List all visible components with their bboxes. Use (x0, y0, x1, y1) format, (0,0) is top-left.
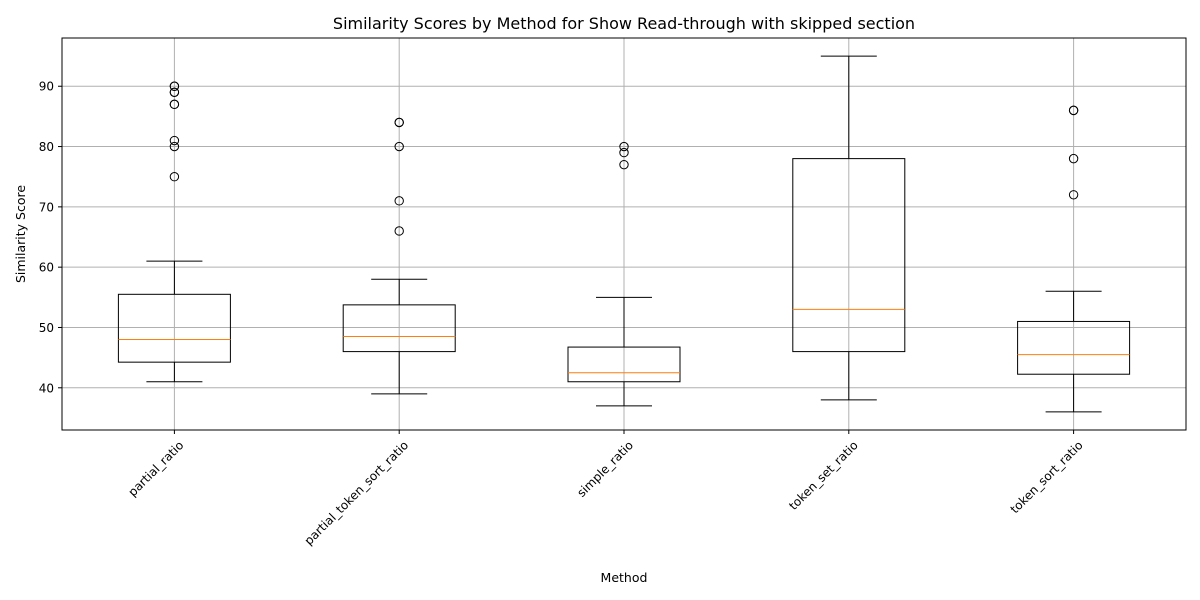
box-layer (117, 55, 1131, 413)
outlier-point (1068, 105, 1079, 116)
outlier-point (394, 226, 404, 236)
outlier-point (169, 81, 180, 91)
outlier-point (169, 99, 180, 110)
box-group-simple_ratio (567, 141, 681, 407)
y-tick-label: 40 (39, 381, 54, 395)
x-axis-title: Method (601, 570, 648, 585)
y-tick-label: 50 (39, 321, 54, 335)
y-tick-label: 70 (39, 200, 54, 214)
outlier-point (619, 147, 629, 158)
outlier-point (169, 135, 180, 146)
y-tick-label: 80 (39, 140, 54, 154)
outlier-point (619, 141, 629, 152)
outlier-point (394, 141, 404, 152)
iqr-box (567, 346, 681, 383)
iqr-box (792, 158, 906, 353)
outlier-point (169, 172, 180, 182)
outlier-point (169, 87, 180, 97)
box-group-token_sort_ratio (1017, 105, 1131, 413)
outlier-point (169, 141, 180, 152)
y-tick-label: 60 (39, 261, 54, 275)
box-group-partial_token_sort_ratio (342, 117, 456, 395)
iqr-box (1017, 320, 1131, 375)
outlier-point (1068, 190, 1079, 200)
outlier-point (1068, 153, 1079, 164)
outlier-point (619, 159, 629, 170)
box-group-partial_ratio (117, 81, 231, 383)
box-group-token_set_ratio (792, 55, 906, 401)
chart-title: Similarity Scores by Method for Show Rea… (333, 14, 915, 33)
iqr-box (117, 293, 231, 363)
iqr-box (342, 304, 456, 353)
y-axis-title: Similarity Score (13, 185, 28, 283)
outlier-point (394, 117, 404, 128)
y-tick-label: 90 (39, 80, 54, 94)
outlier-point (394, 196, 404, 206)
